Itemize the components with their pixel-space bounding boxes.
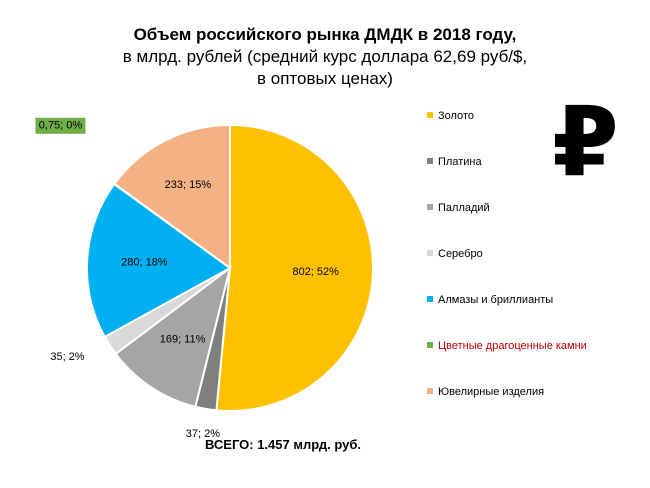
legend-label-6: Цветные драгоценные камни — [438, 340, 587, 352]
legend-item-3: Палладий — [427, 200, 490, 216]
legend-label-3: Палладий — [438, 202, 490, 214]
legend-swatch-6 — [427, 342, 433, 349]
legend-label-7: Ювелирные изделия — [438, 386, 545, 398]
pie-label-text-6: 0,75; 0% — [39, 120, 83, 132]
legend-label-4: Серебро — [438, 248, 483, 260]
pie-label-box-6 — [35, 117, 86, 134]
legend-item-4: Серебро — [427, 246, 483, 262]
pie-label-text-4: 35; 2% — [50, 351, 84, 363]
pie-label-6: 0,75; 0% — [35, 117, 86, 134]
pie-label-2: 37; 2% — [186, 428, 220, 440]
legend-item-5: Алмазы и бриллианты — [427, 292, 553, 308]
pie-label-7: 233; 15% — [165, 179, 212, 191]
legend-item-7: Ювелирные изделия — [427, 384, 544, 400]
pie-label-text-7: 233; 15% — [165, 179, 212, 191]
legend-swatch-7 — [427, 388, 433, 395]
chart-title: Объем российского рынка ДМДК в 2018 году… — [133, 25, 517, 44]
pie-slice-5 — [86, 182, 232, 339]
legend-swatch-3 — [427, 204, 433, 211]
pie-label-4: 35; 2% — [50, 351, 84, 363]
pie-label-text-5: 280; 18% — [121, 257, 168, 269]
pie-slice-3 — [114, 265, 232, 408]
pie-label-text-2: 37; 2% — [186, 428, 220, 440]
legend-swatch-4 — [427, 250, 433, 257]
chart-subtitle-line-1: в млрд. рублей (средний курс доллара 62,… — [122, 47, 528, 66]
total-label: ВСЕГО: 1.457 млрд. руб. — [205, 437, 361, 452]
chart-subtitle-line-2: в оптовых ценах) — [257, 69, 393, 88]
pie-slice-7 — [113, 123, 231, 270]
pie-label-text-3: 169; 11% — [160, 333, 206, 345]
pie-label-5: 280; 18% — [121, 257, 168, 269]
legend-label-5: Алмазы и бриллианты — [438, 294, 554, 306]
ruble-icon: ₽ — [552, 86, 619, 198]
pie-label-3: 169; 11% — [160, 333, 206, 345]
chart-title-block: Объем российского рынка ДМДК в 2018 году… — [0, 24, 650, 90]
legend-swatch-2 — [427, 158, 433, 165]
legend-label-2: Платина — [438, 156, 482, 168]
pie-slice-1 — [215, 123, 374, 412]
legend-swatch-1 — [427, 112, 433, 119]
legend-label-1: Золото — [438, 110, 474, 122]
legend-item-6: Цветные драгоценные камни — [427, 338, 587, 354]
legend-swatch-5 — [427, 296, 433, 303]
legend-item-2: Платина — [427, 154, 482, 170]
pie-label-1: 802; 52% — [292, 266, 339, 278]
pie-label-text-1: 802; 52% — [292, 266, 339, 278]
legend-item-1: Золото — [427, 108, 474, 124]
